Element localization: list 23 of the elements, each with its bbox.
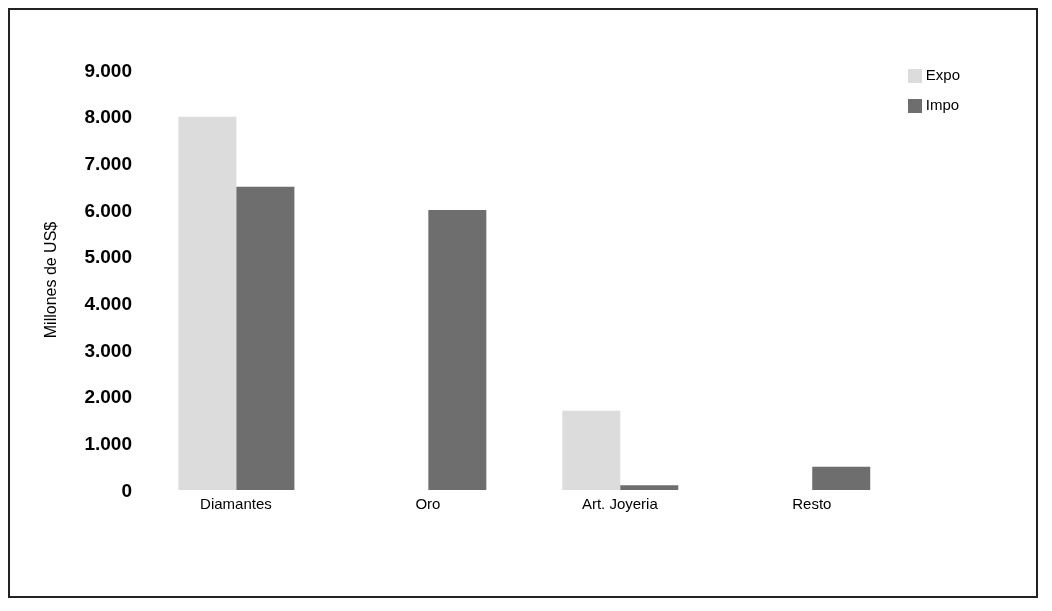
bar: [428, 210, 487, 490]
y-tick-label: 4.000: [84, 293, 132, 315]
y-tick-label: 7.000: [84, 153, 132, 175]
y-tick-label: 0: [121, 479, 132, 501]
y-tick-label: 2.000: [84, 386, 132, 408]
bar: [236, 186, 295, 490]
y-axis-title: Millones de US$: [41, 221, 59, 339]
bar: [562, 410, 621, 490]
x-tick-label: Art. Joyeria: [581, 494, 659, 512]
legend-label: Expo: [925, 66, 960, 83]
y-tick-label: 6.000: [84, 199, 132, 221]
bar: [178, 116, 237, 490]
y-tick-label: 5.000: [84, 246, 132, 268]
x-tick-label: Resto: [792, 494, 832, 512]
bar: [812, 466, 871, 490]
x-tick-label: Oro: [415, 494, 441, 512]
bar: [620, 485, 679, 490]
y-tick-label: 8.000: [84, 106, 132, 128]
x-tick-label: Diamantes: [200, 494, 272, 512]
y-tick-label: 9.000: [84, 59, 132, 81]
y-tick-label: 1.000: [84, 433, 132, 455]
legend-label: Impo: [925, 96, 960, 113]
y-tick-label: 3.000: [84, 339, 132, 361]
